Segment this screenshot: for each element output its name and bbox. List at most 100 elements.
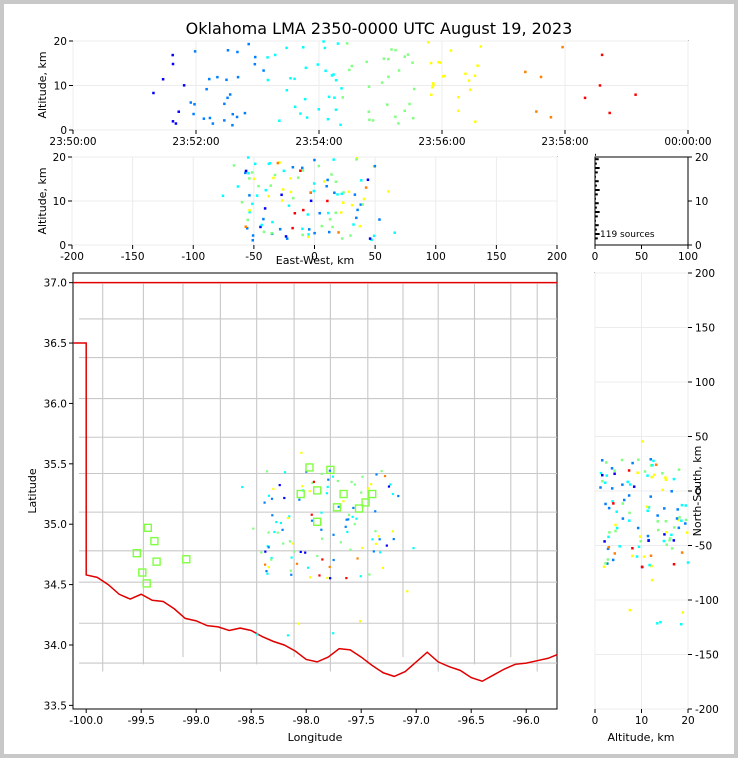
source-point-ew bbox=[361, 203, 365, 206]
source-point-ew bbox=[232, 164, 236, 167]
source-point-ns bbox=[615, 526, 619, 530]
x-tick-label: 150 bbox=[486, 251, 506, 263]
source-point-map bbox=[331, 475, 335, 478]
source-point-map bbox=[241, 485, 244, 489]
source-point-time bbox=[243, 111, 247, 115]
y-tick-label: 10 bbox=[695, 196, 708, 208]
source-point-ns bbox=[649, 464, 653, 467]
source-point-ns bbox=[670, 547, 674, 550]
source-point-map bbox=[267, 531, 270, 534]
source-point-map bbox=[311, 481, 314, 484]
x-tick-label: -100.0 bbox=[69, 715, 103, 727]
source-point-map bbox=[263, 501, 266, 504]
source-point-ns bbox=[647, 506, 651, 509]
source-point-map bbox=[392, 537, 395, 541]
source-point-time bbox=[171, 53, 174, 57]
source-point-map bbox=[267, 546, 270, 549]
source-point-time bbox=[403, 55, 406, 58]
source-point-map bbox=[316, 554, 319, 558]
source-point-time bbox=[192, 112, 195, 116]
source-point-map bbox=[412, 547, 415, 550]
source-point-map bbox=[266, 544, 269, 548]
source-point-map bbox=[328, 469, 331, 472]
source-point-ew bbox=[334, 180, 338, 184]
source-point-map bbox=[283, 496, 286, 500]
source-point-time bbox=[561, 45, 564, 49]
source-point-ew bbox=[307, 235, 310, 239]
source-point-ew bbox=[251, 239, 255, 242]
source-point-ns bbox=[650, 564, 653, 568]
source-point-time bbox=[211, 122, 215, 125]
source-point-ew bbox=[291, 165, 295, 169]
source-point-map bbox=[397, 494, 400, 498]
source-point-ns bbox=[610, 487, 614, 490]
source-point-ns bbox=[663, 507, 666, 510]
source-point-map bbox=[347, 518, 350, 521]
source-point-map bbox=[320, 537, 324, 540]
axis-ticks: 23:50:00 23:52:00 23:54:00 23:56:00 23:58:00… bbox=[44, 36, 719, 727]
source-point-ns bbox=[636, 526, 640, 530]
source-point-time bbox=[247, 42, 250, 46]
source-point-map bbox=[275, 520, 278, 524]
source-count-label: 119 sources bbox=[600, 230, 655, 240]
source-point-time bbox=[449, 49, 453, 52]
source-point-ew bbox=[352, 223, 355, 226]
source-point-time bbox=[327, 95, 331, 99]
source-point-ew bbox=[306, 213, 310, 216]
source-point-ns bbox=[606, 562, 609, 565]
source-point-time bbox=[333, 96, 336, 99]
source-point-time bbox=[177, 110, 181, 113]
source-point-ns bbox=[672, 562, 676, 566]
source-point-map bbox=[332, 558, 335, 562]
source-point-map bbox=[320, 528, 323, 531]
source-point-ns bbox=[668, 537, 672, 540]
source-point-time bbox=[216, 75, 219, 79]
source-point-time bbox=[598, 84, 602, 87]
source-point-ew bbox=[280, 193, 283, 197]
gridlines bbox=[71, 40, 689, 710]
source-point-ew bbox=[323, 180, 326, 183]
source-point-map bbox=[265, 570, 268, 573]
source-point-ns bbox=[638, 535, 642, 538]
source-point-time bbox=[317, 108, 321, 111]
source-point-ew bbox=[257, 184, 260, 188]
source-point-map bbox=[368, 573, 371, 576]
histogram-bar bbox=[595, 237, 598, 240]
source-point-ns bbox=[627, 469, 631, 472]
source-point-ns bbox=[651, 464, 654, 467]
y-tick-label: 10 bbox=[54, 81, 67, 93]
source-point-map bbox=[291, 542, 294, 545]
source-point-map bbox=[270, 556, 273, 560]
source-point-map bbox=[308, 576, 312, 579]
source-point-time bbox=[382, 57, 386, 60]
histogram-bar bbox=[595, 184, 597, 187]
source-point-ew bbox=[307, 228, 311, 231]
source-point-map bbox=[300, 451, 303, 454]
source-point-ew bbox=[340, 192, 344, 196]
source-point-ns bbox=[639, 539, 643, 543]
source-point-map bbox=[286, 516, 290, 520]
source-point-ns bbox=[628, 519, 631, 522]
source-point-map bbox=[260, 551, 263, 554]
y-tick-label: -100 bbox=[695, 595, 719, 607]
histogram-bar bbox=[595, 162, 597, 165]
source-point-ns bbox=[628, 608, 632, 612]
y-tick-label: 10 bbox=[53, 196, 66, 208]
histogram-bar bbox=[595, 233, 600, 235]
source-point-time bbox=[236, 75, 240, 79]
source-point-map bbox=[278, 483, 281, 487]
source-point-ew bbox=[296, 176, 300, 179]
source-point-time bbox=[385, 103, 389, 106]
source-point-ew bbox=[287, 204, 291, 207]
y-tick-label: 200 bbox=[695, 268, 715, 280]
source-point-ns bbox=[604, 461, 608, 464]
source-point-ns bbox=[685, 531, 689, 534]
source-point-map bbox=[273, 530, 276, 534]
source-point-map bbox=[328, 565, 331, 569]
source-point-time bbox=[524, 70, 527, 74]
source-point-map bbox=[276, 531, 279, 534]
histogram-bar bbox=[595, 171, 598, 174]
source-point-time bbox=[174, 122, 178, 125]
source-point-time bbox=[208, 77, 211, 81]
source-point-map bbox=[366, 487, 370, 490]
